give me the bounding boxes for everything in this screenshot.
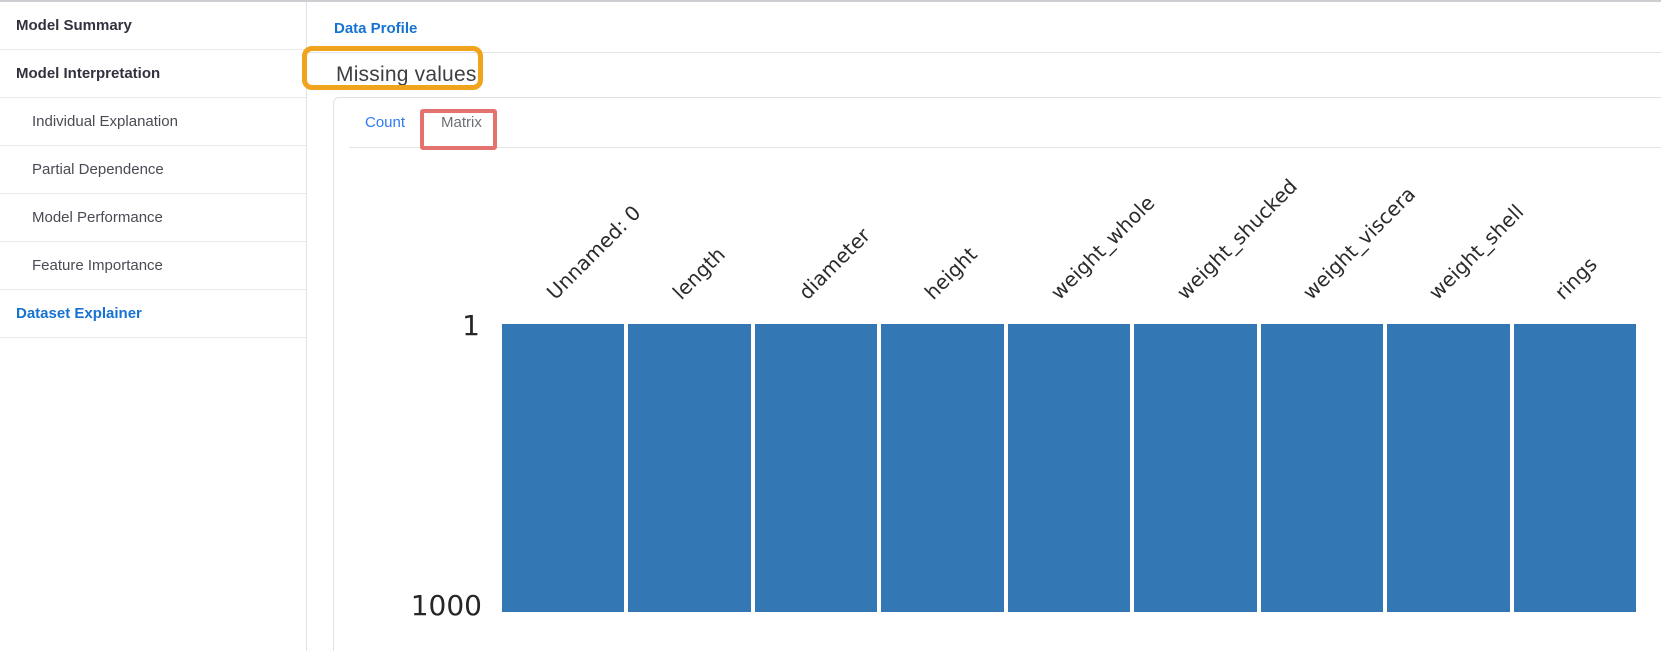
matrix-column-bar [754,324,878,612]
page-title: Missing values [336,63,477,86]
sidebar-item-feature-importance[interactable]: Feature Importance [0,242,306,290]
matrix-column-bar [1513,324,1636,612]
sidebar-item-label: Partial Dependence [32,161,164,178]
column-label: weight_whole [1045,190,1160,305]
missing-values-section-header: Missing values [308,52,1661,97]
matrix-column-bar [502,324,625,612]
data-profile-link[interactable]: Data Profile [334,20,418,37]
column-label: weight_viscera [1297,181,1421,305]
matrix-column-bar [1007,324,1131,612]
sidebar-item-label: Individual Explanation [32,113,178,130]
y-tick-last-row: 1000 [410,589,482,622]
tab-matrix[interactable]: Matrix [441,113,482,131]
column-label: weight_shell [1423,199,1529,305]
top-border [0,0,1661,2]
column-label: rings [1549,252,1602,305]
tab-count[interactable]: Count [365,113,406,131]
column-label: weight_shucked [1171,174,1302,305]
matrix-column-bar [628,324,751,612]
sidebar-item-label: Feature Importance [32,257,163,274]
y-tick-first-row: 1 [462,309,480,342]
tab-bar: Count Matrix [349,98,1661,148]
sidebar-item-partial-dependence[interactable]: Partial Dependence [0,146,306,194]
sidebar-item-label: Model Performance [32,209,163,226]
column-label: height [919,242,982,305]
sidebar-item-model-performance[interactable]: Model Performance [0,194,306,242]
column-label: diameter [793,223,875,305]
matrix-column-bar [1134,324,1257,612]
matrix-column-bar [1387,324,1510,612]
sidebar-item-label: Dataset Explainer [16,305,142,322]
sidebar-item-model-interpretation[interactable]: Model Interpretation [0,50,306,98]
sidebar-item-label: Model Summary [16,17,132,34]
sidebar-item-dataset-explainer[interactable]: Dataset Explainer [0,290,306,338]
column-label: length [667,242,730,305]
matrix-columns [502,324,1636,612]
matrix-column-bar [881,324,1004,612]
column-label: Unnamed: 0 [541,200,646,305]
matrix-column-bar [1260,324,1384,612]
sidebar-item-individual-explanation[interactable]: Individual Explanation [0,98,306,146]
sidebar: Model Summary Model Interpretation Indiv… [0,2,307,651]
sidebar-item-model-summary[interactable]: Model Summary [0,2,306,50]
sidebar-item-label: Model Interpretation [16,65,161,82]
